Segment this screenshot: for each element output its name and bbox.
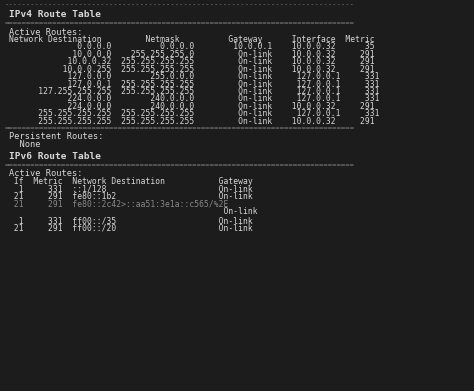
Text: IPv4 Route Table: IPv4 Route Table — [9, 10, 101, 20]
Text: 10.0.0.32  255.255.255.255         On-link    10.0.0.32     291: 10.0.0.32 255.255.255.255 On-link 10.0.0… — [9, 57, 375, 66]
Text: 255.255.255.255  255.255.255.255         On-link     127.0.0.1     331: 255.255.255.255 255.255.255.255 On-link … — [9, 109, 380, 118]
Text: 127.0.0.0        255.0.0.0         On-link     127.0.0.1     331: 127.0.0.0 255.0.0.0 On-link 127.0.0.1 33… — [9, 72, 380, 81]
Text: ================================================================================: ========================================… — [5, 126, 355, 132]
Text: 0.0.0.0          0.0.0.0        10.0.0.1    10.0.0.32      35: 0.0.0.0 0.0.0.0 10.0.0.1 10.0.0.32 35 — [9, 42, 375, 52]
Text: 21     291  ff00::/20                     On-link: 21 291 ff00::/20 On-link — [9, 224, 253, 233]
Text: 10.0.0.255  255.255.255.255         On-link    10.0.0.32     291: 10.0.0.255 255.255.255.255 On-link 10.0.… — [9, 65, 375, 74]
Text: 10.0.0.0    255.255.255.0         On-link    10.0.0.32     291: 10.0.0.0 255.255.255.0 On-link 10.0.0.32… — [9, 50, 375, 59]
Text: If  Metric  Network Destination           Gateway: If Metric Network Destination Gateway — [9, 177, 253, 186]
Text: 127.0.0.1  255.255.255.255         On-link     127.0.0.1     331: 127.0.0.1 255.255.255.255 On-link 127.0.… — [9, 79, 380, 89]
Text: ================================================================================: ========================================… — [5, 20, 355, 27]
Text: 255.255.255.255  255.255.255.255         On-link    10.0.0.32     291: 255.255.255.255 255.255.255.255 On-link … — [9, 117, 375, 126]
Text: None: None — [9, 140, 41, 149]
Text: 127.255.255.255  255.255.255.255         On-link     127.0.0.1     331: 127.255.255.255 255.255.255.255 On-link … — [9, 87, 380, 96]
Text: 1     331  ff00::/35                     On-link: 1 331 ff00::/35 On-link — [9, 216, 253, 226]
Text: 224.0.0.0        240.0.0.0         On-link     127.0.0.1     331: 224.0.0.0 240.0.0.0 On-link 127.0.0.1 33… — [9, 94, 380, 104]
Text: 224.0.0.0        240.0.0.0         On-link    10.0.0.32     291: 224.0.0.0 240.0.0.0 On-link 10.0.0.32 29… — [9, 102, 375, 111]
Text: 21     291  fe80::2c42>::aa51:3e1a::c565/%2E: 21 291 fe80::2c42>::aa51:3e1a::c565/%2E — [9, 199, 229, 208]
Text: Persistent Routes:: Persistent Routes: — [9, 132, 104, 142]
Text: 1     331  ::1/128                       On-link: 1 331 ::1/128 On-link — [9, 184, 253, 194]
Text: IPv6 Route Table: IPv6 Route Table — [9, 152, 101, 161]
Text: --------------------------------------------------------------------------------: ----------------------------------------… — [5, 2, 355, 8]
Text: 21     291  fe80::1b2                     On-link: 21 291 fe80::1b2 On-link — [9, 192, 253, 201]
Text: ================================================================================: ========================================… — [5, 162, 355, 168]
Text: On-link: On-link — [9, 206, 258, 216]
Text: Network Destination         Netmask          Gateway      Interface  Metric: Network Destination Netmask Gateway Inte… — [9, 35, 375, 44]
Text: Active Routes:: Active Routes: — [9, 169, 83, 178]
Text: Active Routes:: Active Routes: — [9, 27, 83, 37]
